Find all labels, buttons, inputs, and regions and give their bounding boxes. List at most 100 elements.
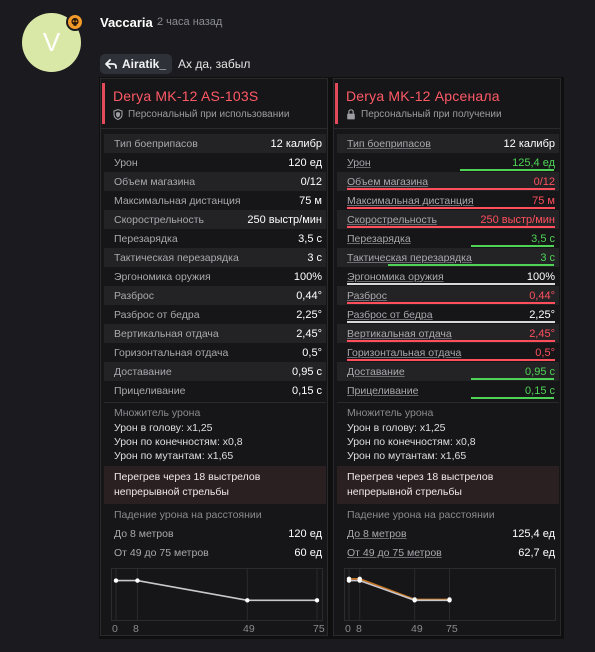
multiplier-line: Урон по мутантам: x1,65	[347, 450, 467, 462]
data-point	[113, 578, 119, 583]
stat-row: Тип боеприпасов 12 калибр	[337, 134, 559, 153]
falloff-damage: 125,4 ед	[512, 527, 555, 540]
overheat-line: Перегрев через 18 выстрелов	[114, 471, 261, 483]
x-tick-label: 0	[112, 623, 118, 635]
weapon-name: Derya MK-12 AS-103S	[113, 88, 259, 104]
message-text: Ах да, забыл	[178, 57, 251, 71]
username[interactable]: Vaccaria	[100, 15, 153, 30]
stat-value: 0,5°	[535, 346, 555, 359]
stat-value: 12 калибр	[270, 137, 322, 150]
stat-value: 0,15 с	[525, 384, 555, 397]
falloff-range: До 8 метров	[347, 527, 407, 540]
weapon-card-compare: Derya MK-12 Арсенала Персональный при пол…	[333, 78, 561, 636]
data-point	[412, 598, 417, 603]
stats-list: Тип боеприпасов 12 калибр Урон 120 ед Объем …	[104, 134, 326, 400]
comparison-bar	[347, 226, 555, 228]
x-tick-label: 8	[133, 623, 139, 635]
stat-value: 3,5 с	[298, 232, 322, 245]
falloff-title: Падение урона на расстоянии	[114, 509, 262, 521]
stat-value: 0,44°	[529, 289, 555, 302]
stat-value: 2,45°	[296, 327, 322, 340]
overheat-note: Перегрев через 18 выстрелов непрерывной с…	[337, 466, 559, 504]
stat-row: Горизонтальная отдача 0,5°	[337, 343, 559, 362]
comparison-bar	[471, 245, 554, 247]
stat-row: Прицеливание 0,15 с	[104, 381, 326, 400]
bind-status: Персональный при получении	[346, 109, 502, 120]
stat-name: Горизонтальная отдача	[114, 346, 229, 359]
stat-row: Доставание 0,95 с	[337, 362, 559, 381]
skull-icon	[66, 13, 84, 31]
stat-value: 100%	[526, 270, 555, 283]
stat-row: Урон 120 ед	[104, 153, 326, 172]
stat-name: Доставание	[114, 365, 172, 378]
comparison-bar	[347, 283, 555, 285]
stat-name: Разброс	[347, 289, 388, 302]
data-point	[346, 578, 352, 583]
falloff-row: От 49 до 75 метров 60 ед	[104, 543, 326, 562]
multiplier-line: Урон в голову: x1,25	[347, 422, 446, 434]
stat-value: 120 ед	[288, 156, 322, 169]
stat-name: Тип боеприпасов	[114, 137, 198, 150]
stat-value: 3 с	[307, 251, 322, 264]
stat-name: Разброс от бедра	[114, 308, 200, 321]
bind-label: Персональный при использовании	[128, 109, 290, 120]
stat-row: Объем магазина 0/12	[104, 172, 326, 191]
stat-name: Объем магазина	[347, 175, 429, 188]
x-tick-label: 0	[345, 623, 351, 635]
stat-name: Максимальная дистанция	[347, 194, 474, 207]
falloff-range: От 49 до 75 метров	[114, 546, 209, 559]
falloff-title: Падение урона на расстоянии	[347, 509, 495, 521]
series-line	[116, 579, 317, 602]
comparison-bar	[347, 340, 555, 342]
stat-row: Тактическая перезарядка 3 с	[337, 248, 559, 267]
comparison-bar	[347, 321, 555, 323]
section-divider	[337, 402, 559, 403]
data-point	[314, 598, 320, 603]
stat-row: Тип боеприпасов 12 калибр	[104, 134, 326, 153]
x-tick-label: 49	[411, 623, 423, 635]
data-point	[447, 598, 452, 603]
x-tick-label: 49	[243, 623, 255, 635]
falloff-range: От 49 до 75 метров	[347, 546, 442, 559]
comparison-bar	[388, 264, 554, 266]
stat-row: Разброс от бедра 2,25°	[337, 305, 559, 324]
falloff-damage: 62,7 ед	[518, 546, 555, 559]
falloff-damage: 60 ед	[294, 546, 322, 559]
comparison-bar	[471, 397, 554, 399]
multiplier-line: Урон по конечностям: x0,8	[347, 436, 476, 448]
stat-name: Перезарядка	[114, 232, 178, 245]
reply-chip[interactable]: Airatik_	[100, 54, 173, 74]
rarity-accent-bar	[335, 83, 338, 124]
overheat-line: непрерывной стрельбы	[347, 486, 462, 498]
falloff-row: От 49 до 75 метров 62,7 ед	[337, 543, 559, 562]
damage-falloff-chart	[111, 568, 323, 621]
timestamp: 2 часа назад	[157, 16, 223, 28]
multiplier-line: Урон по конечностям: x0,8	[114, 436, 243, 448]
multiplier-line: Урон в голову: x1,25	[114, 422, 213, 434]
stat-value: 75 м	[299, 194, 322, 207]
stat-name: Доставание	[347, 365, 405, 378]
overheat-note: Перегрев через 18 выстрелов непрерывной с…	[104, 466, 326, 504]
stats-list: Тип боеприпасов 12 калибр Урон 125,4 ед Объе…	[337, 134, 559, 400]
data-point	[135, 578, 140, 583]
attached-image[interactable]: Derya MK-12 AS-103S Персональный при испо…	[99, 77, 564, 639]
stat-row: Максимальная дистанция 75 м	[337, 191, 559, 210]
falloff-range: До 8 метров	[114, 527, 174, 540]
stat-name: Эргономика оружия	[347, 270, 444, 283]
bind-status: Персональный при использовании	[113, 109, 289, 120]
stat-row: Прицеливание 0,15 с	[337, 381, 559, 400]
stat-row: Доставание 0,95 с	[104, 362, 326, 381]
data-point	[245, 598, 250, 603]
comparison-bar	[347, 188, 555, 190]
stat-row: Перезарядка 3,5 с	[104, 229, 326, 248]
stat-name: Перезарядка	[347, 232, 411, 245]
comparison-bar	[347, 207, 555, 209]
stat-row: Эргономика оружия 100%	[337, 267, 559, 286]
stat-row: Горизонтальная отдача 0,5°	[104, 343, 326, 362]
stat-name: Разброс	[114, 289, 155, 302]
stat-value: 2,25°	[296, 308, 322, 321]
stat-name: Объем магазина	[114, 175, 196, 188]
stat-row: Скорострельность 250 выстр/мин	[337, 210, 559, 229]
stat-value: 75 м	[532, 194, 555, 207]
stat-name: Прицеливание	[347, 384, 419, 397]
